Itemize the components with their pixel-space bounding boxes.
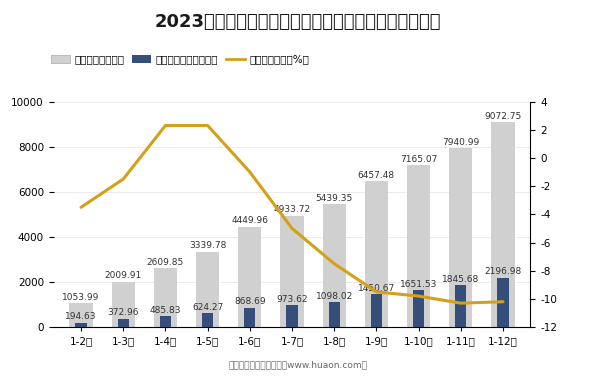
Bar [287,305,297,327]
Bar [413,290,424,327]
Text: 868.69: 868.69 [234,297,266,306]
Bar [449,148,473,327]
Text: 2196.98: 2196.98 [485,267,522,276]
Text: 9072.75: 9072.75 [485,112,522,121]
Text: 2009.91: 2009.91 [105,271,142,280]
Text: 6457.48: 6457.48 [358,171,395,180]
Bar [154,268,177,327]
Text: 4933.72: 4933.72 [274,205,311,214]
Bar [455,285,467,327]
Bar [70,303,92,327]
Bar [244,308,256,327]
Text: 1845.68: 1845.68 [442,275,479,284]
Bar [111,282,135,327]
Bar [371,294,382,327]
Bar [365,182,388,327]
Bar [328,302,340,327]
Text: 1450.67: 1450.67 [358,284,395,293]
Text: 7165.07: 7165.07 [400,155,437,164]
Bar [281,216,303,327]
Text: 3339.78: 3339.78 [189,241,226,250]
Bar [498,277,508,327]
Bar [407,165,430,327]
Text: 2609.85: 2609.85 [147,258,184,267]
Text: 2023年江苏省房地产商品住宅及商品住宅现房销售面积: 2023年江苏省房地产商品住宅及商品住宅现房销售面积 [155,13,441,31]
Bar [492,123,514,327]
Bar [238,227,262,327]
Bar [202,313,213,327]
Bar [76,323,86,327]
Text: 194.63: 194.63 [66,312,97,321]
Text: 7940.99: 7940.99 [442,138,479,147]
Text: 624.27: 624.27 [192,303,224,312]
Text: 973.62: 973.62 [277,295,308,304]
Text: 1053.99: 1053.99 [63,293,100,302]
Text: 485.83: 485.83 [150,306,181,315]
Text: 372.96: 372.96 [107,308,139,317]
Text: 1651.53: 1651.53 [400,279,437,288]
Bar [196,252,219,327]
Text: 5439.35: 5439.35 [316,194,353,203]
Text: 制图：华经产业研究院（www.huaon.com）: 制图：华经产业研究院（www.huaon.com） [228,360,368,369]
Text: 4449.96: 4449.96 [231,216,268,225]
Bar [160,316,171,327]
Text: 1098.02: 1098.02 [316,292,353,301]
Bar [322,205,346,327]
Legend: 商品住宅（万㎡）, 商品住宅现房（万㎡）, 商品住宅增速（%）: 商品住宅（万㎡）, 商品住宅现房（万㎡）, 商品住宅增速（%） [47,50,313,69]
Bar [117,319,129,327]
